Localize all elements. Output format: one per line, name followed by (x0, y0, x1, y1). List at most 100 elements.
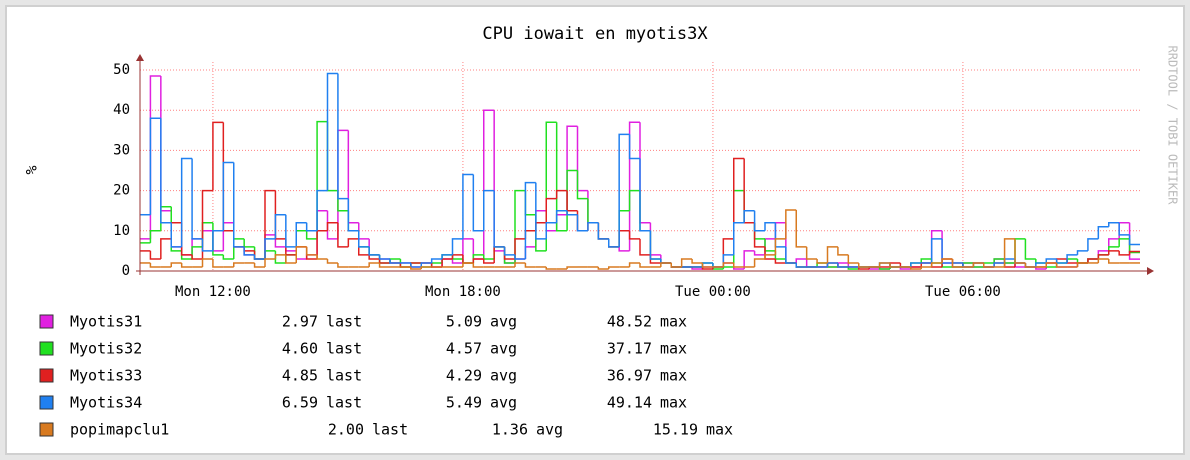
legend-swatch (39, 422, 54, 437)
line-step (1076, 250, 1088, 255)
legend-swatch (39, 395, 54, 410)
legend-label: Myotis32 (70, 340, 142, 358)
line-step (608, 238, 620, 248)
line-step (201, 189, 213, 259)
plot (140, 72, 1140, 270)
line-step (472, 174, 484, 232)
line-step (316, 189, 328, 231)
line-step (628, 230, 640, 240)
legend-stat-label: avg (490, 340, 517, 358)
line-step (701, 262, 713, 268)
line-step (149, 250, 161, 260)
line-step (514, 238, 526, 259)
line-step (358, 230, 370, 248)
line-step (930, 238, 943, 263)
line-step (493, 190, 505, 248)
line-step (774, 258, 786, 264)
line-step (253, 262, 265, 268)
line-step (264, 258, 276, 267)
line-step (837, 262, 849, 268)
line-step (764, 222, 776, 231)
line-step (555, 122, 568, 232)
line-step (326, 258, 338, 264)
y-tick-label: 0 (122, 263, 130, 279)
legend-stat: 15.19 (653, 421, 698, 439)
legend-stat: 4.85 (282, 367, 318, 385)
line-step (222, 161, 234, 231)
line-step (212, 121, 224, 191)
legend-stat: 1.36 (492, 421, 528, 439)
line-step (347, 238, 359, 247)
line-step (785, 209, 797, 239)
legend-stat: 4.57 (446, 340, 482, 358)
line-step (201, 258, 213, 267)
line-step (826, 246, 838, 263)
chart-title: CPU iowait en myotis3X (482, 24, 708, 44)
legend-stat-label: avg (490, 367, 517, 385)
line-step (191, 158, 203, 240)
line-step (253, 254, 265, 260)
line-step (1097, 258, 1109, 263)
line-step (878, 262, 890, 267)
line-step (264, 238, 276, 259)
line-step (1097, 254, 1109, 259)
legend-stat-label: avg (490, 394, 517, 412)
line-step (733, 222, 745, 255)
line-step (1045, 258, 1057, 263)
y-axis-arrow (136, 54, 144, 61)
line-step (535, 182, 547, 240)
line-step (514, 262, 526, 267)
line-step (160, 238, 172, 259)
line-step (524, 262, 536, 268)
line-step (316, 254, 328, 260)
line-step (368, 246, 380, 256)
line-step (149, 262, 161, 268)
line-step (212, 230, 224, 251)
line-step (337, 73, 349, 200)
line-step (462, 262, 474, 267)
line-step (1128, 234, 1140, 246)
y-tick-label: 50 (113, 62, 130, 78)
line-step (1108, 258, 1120, 264)
line-step (170, 206, 182, 252)
line-step (972, 262, 984, 267)
legend-stat-label: last (326, 394, 362, 412)
line-step (795, 262, 807, 268)
legend-stat-label: last (372, 421, 408, 439)
line-step (555, 189, 568, 199)
line-step (337, 222, 349, 248)
legend: Myotis31 2.97 last 5.09 avg 48.52 max Myotis32 4… (39, 313, 733, 439)
line-step (430, 258, 443, 263)
y-tick-label: 10 (113, 223, 130, 239)
legend-stat-label: max (660, 313, 687, 331)
line-step (743, 250, 755, 269)
line-step (170, 222, 182, 248)
line-step (180, 157, 193, 247)
legend-stat: 4.29 (446, 367, 482, 385)
line-step (993, 258, 1005, 263)
line-step (326, 210, 338, 240)
line-step (326, 222, 338, 231)
line-step (618, 246, 630, 252)
line-step (1024, 238, 1036, 260)
y-tick-label: 30 (113, 142, 130, 158)
line-step (983, 262, 995, 268)
line-step (660, 262, 672, 267)
x-tick-label: Mon 12:00 (175, 284, 251, 300)
line-step (285, 254, 297, 264)
line-step (858, 262, 870, 268)
legend-stat: 37.17 (607, 340, 652, 358)
line-step (295, 222, 307, 247)
line-step (420, 262, 432, 267)
line-step (753, 258, 765, 267)
y-tick-label: 20 (113, 183, 130, 199)
legend-swatch (39, 368, 54, 383)
line-step (649, 230, 661, 260)
line-step (566, 210, 578, 216)
line-step (295, 246, 307, 263)
line-step (1076, 262, 1088, 267)
line-step (545, 222, 557, 239)
line-step (149, 117, 161, 215)
background (5, 5, 1185, 455)
